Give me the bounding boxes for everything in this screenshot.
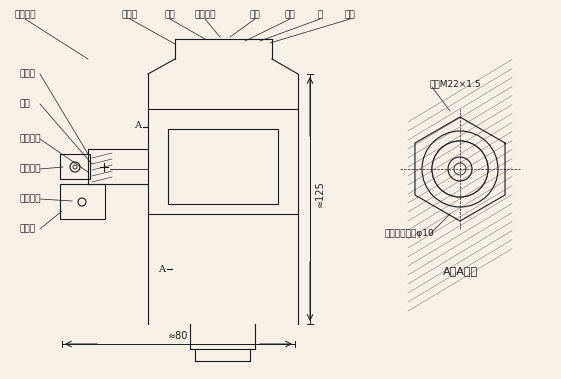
Bar: [60, 184, 105, 219]
Text: 链条: 链条: [164, 11, 176, 19]
Text: 密封圈: 密封圈: [122, 11, 138, 19]
Text: 紧定螺钉: 紧定螺钉: [20, 135, 42, 144]
Text: 铭牌: 铭牌: [344, 11, 355, 19]
Bar: [168, 129, 278, 204]
Text: 螺钉: 螺钉: [250, 11, 260, 19]
Text: 盖: 盖: [318, 11, 323, 19]
Circle shape: [432, 141, 488, 197]
Text: A: A: [159, 265, 165, 274]
Text: 密封塞穿线孔φ10: 密封塞穿线孔φ10: [385, 230, 435, 238]
Text: 密封塞: 密封塞: [20, 69, 36, 78]
Bar: [60, 154, 90, 179]
Text: ≈125: ≈125: [315, 181, 325, 207]
Text: A: A: [135, 122, 141, 130]
Text: 链条托环: 链条托环: [194, 11, 216, 19]
Text: 垫圈: 垫圈: [20, 100, 31, 108]
Text: 接地螺钉: 接地螺钉: [20, 194, 42, 204]
Text: 螺钉: 螺钉: [284, 11, 296, 19]
Text: ≈80: ≈80: [168, 331, 188, 341]
Text: 穿线螺栓: 穿线螺栓: [20, 164, 42, 174]
Text: A－A剖视: A－A剖视: [443, 266, 477, 276]
Text: 接线盒: 接线盒: [20, 224, 36, 233]
Text: 锁紧螺钉: 锁紧螺钉: [14, 11, 36, 19]
Text: 螺纹M22×1.5: 螺纹M22×1.5: [430, 80, 482, 89]
